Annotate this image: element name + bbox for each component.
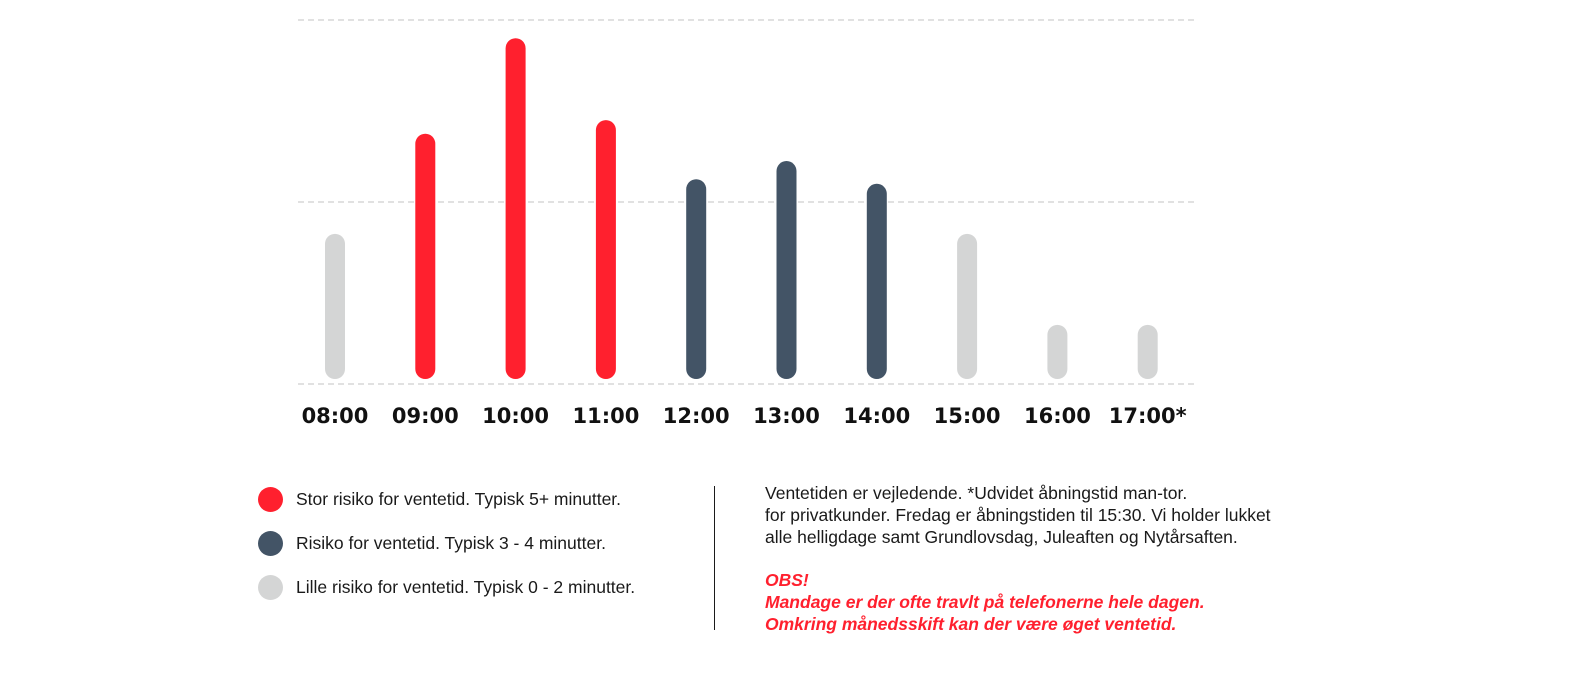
x-tick-label: 16:00 [1024, 404, 1091, 428]
section-divider [714, 486, 715, 630]
legend-item-high-risk: Stor risiko for ventetid. Typisk 5+ minu… [258, 486, 698, 512]
note-line: for privatkunder. Fredag er åbningstiden… [765, 504, 1271, 525]
bar-1300 [776, 161, 797, 379]
obs-line: Omkring månedsskift kan der være øget ve… [765, 613, 1177, 634]
note-line: Ventetiden er vejledende. *Udvidet åbnin… [765, 483, 1188, 503]
bar-1100 [595, 120, 616, 379]
x-tick-label: 10:00 [482, 404, 549, 428]
wait-time-chart: 08:00 09:00 10:00 11:00 12:00 13:00 14:00 15:00… [298, 19, 1198, 428]
bar-0900 [415, 133, 436, 379]
legend-item-low-risk: Lille risiko for ventetid. Typisk 0 - 2 … [258, 574, 698, 600]
legend-item-medium-risk: Risiko for ventetid. Typisk 3 - 4 minutt… [258, 530, 698, 556]
bar-1500 [957, 233, 978, 379]
bar-1700 [1137, 324, 1158, 379]
legend-dot-high-risk [258, 486, 283, 512]
x-tick-label: 08:00 [302, 404, 369, 428]
legend-label-high-risk: Stor risiko for ventetid. Typisk 5+ minu… [296, 488, 622, 509]
x-tick-label: 13:00 [753, 404, 820, 428]
legend-dot-medium-risk [258, 530, 283, 556]
legend-label-low-risk: Lille risiko for ventetid. Typisk 0 - 2 … [296, 576, 636, 597]
x-tick-label: 14:00 [843, 404, 910, 428]
obs-line: Mandage er der ofte travlt på telefonern… [765, 592, 1205, 613]
bar-0800 [325, 233, 345, 379]
legend-dot-low-risk [258, 574, 283, 600]
x-tick-label: 09:00 [392, 404, 459, 428]
x-tick-label: 17:00* [1109, 404, 1187, 428]
info-notes: Ventetiden er vejledende. *Udvidet åbnin… [765, 483, 1465, 636]
legend-label-medium-risk: Risiko for ventetid. Typisk 3 - 4 minutt… [296, 532, 606, 553]
legend: Stor risiko for ventetid. Typisk 5+ minu… [258, 486, 698, 618]
x-tick-label: 15:00 [934, 404, 1001, 428]
obs-block: OBS! Mandage er der ofte travlt på telef… [765, 570, 1465, 635]
bar-1400 [866, 183, 887, 379]
bar-1600 [1047, 324, 1068, 379]
x-tick-label: 11:00 [572, 404, 639, 428]
obs-heading: OBS! [765, 570, 809, 591]
note-line: alle helligdage samt Grundlovsdag, Julea… [765, 526, 1238, 547]
bar-1200 [686, 179, 707, 379]
bar-1000 [505, 38, 526, 379]
x-tick-label: 12:00 [663, 404, 730, 428]
